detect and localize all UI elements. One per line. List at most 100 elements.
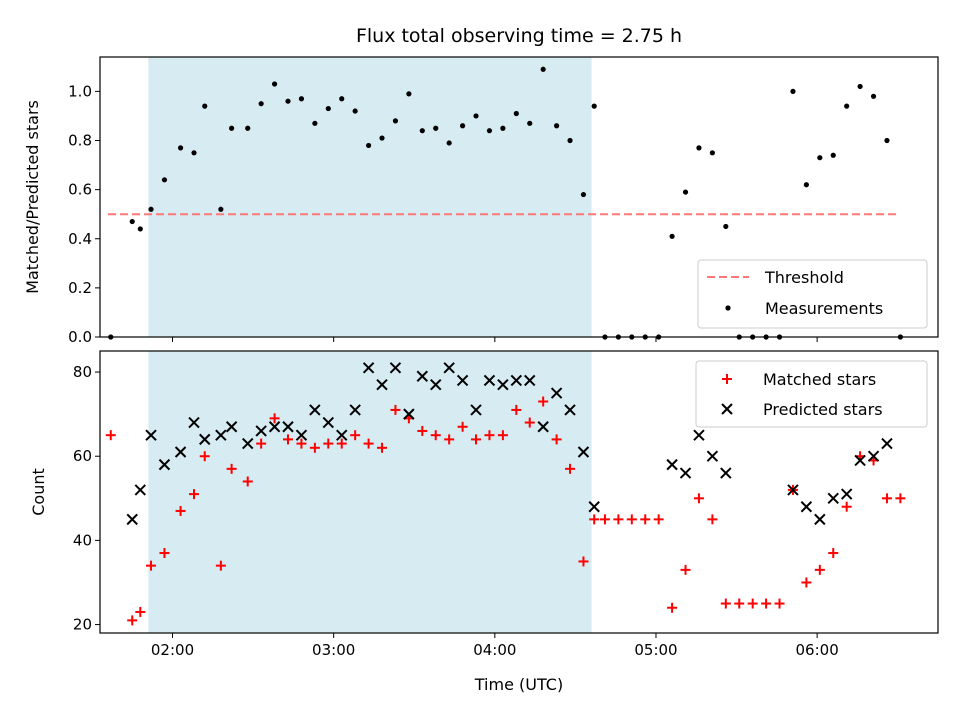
count-y-axis: 20 40 60 80 — [73, 363, 100, 634]
matched-star-point — [417, 425, 428, 436]
measurement-point — [870, 93, 877, 99]
measurement-point — [473, 113, 479, 119]
cross-stroke — [524, 374, 536, 387]
measurement-point — [218, 206, 224, 212]
matched-star-point — [895, 493, 906, 504]
matched-star-point — [841, 501, 852, 512]
ratio-y-tick-label: 0.4 — [68, 230, 92, 248]
cross-stroke — [126, 513, 138, 526]
legend-plus-marker — [722, 374, 732, 384]
matched-star-point — [881, 493, 892, 504]
legend-predicted-label: Predicted stars — [763, 400, 883, 419]
matched-star-point — [336, 438, 347, 449]
matched-star-point — [242, 476, 253, 487]
cross-stroke — [225, 421, 238, 433]
matched-star-point — [680, 564, 691, 575]
count-y-tick-label: 20 — [73, 616, 92, 634]
cross-stroke — [564, 404, 576, 416]
cross-stroke — [268, 421, 281, 433]
measurement-point — [446, 140, 452, 146]
predicted-star-point — [255, 425, 267, 437]
predicted-star-point — [588, 501, 600, 513]
predicted-star-point — [309, 404, 321, 416]
measurement-point — [709, 150, 715, 156]
matched-star-point — [269, 413, 280, 424]
predicted-star-point — [268, 421, 281, 433]
measurement-point — [285, 98, 291, 104]
cross-stroke — [720, 467, 732, 479]
matched-star-point — [801, 577, 812, 588]
cross-stroke — [362, 362, 375, 374]
matched-star-point — [524, 417, 535, 428]
predicted-star-point — [430, 378, 442, 391]
measurement-point — [365, 142, 372, 149]
count-y-tick-label: 60 — [73, 447, 92, 465]
cross-stroke — [721, 403, 733, 415]
matched-star-point — [828, 548, 839, 559]
matched-star-point — [589, 514, 600, 525]
time-x-tick-label: 03:00 — [312, 641, 355, 659]
cross-stroke — [376, 378, 388, 391]
measurement-point — [696, 145, 702, 151]
measurement-point — [486, 128, 493, 134]
matched-star-point — [578, 556, 589, 567]
predicted-star-point — [577, 446, 590, 458]
cross-stroke — [416, 370, 429, 382]
predicted-star-point — [362, 362, 375, 374]
time-x-tick-label: 05:00 — [634, 641, 677, 659]
cross-stroke — [242, 437, 254, 450]
predicted-star-point — [403, 408, 415, 420]
measurement-point — [419, 128, 425, 134]
matched-star-point — [226, 463, 237, 474]
matched-star-point — [774, 598, 785, 609]
cross-stroke — [577, 446, 590, 458]
matched-star-point — [613, 514, 624, 525]
predicted-star-point — [322, 416, 335, 429]
ratio-legend: Threshold Measurements — [697, 259, 928, 329]
measurement-point — [682, 189, 689, 195]
legend-cross-marker — [721, 403, 733, 415]
measurement-point — [339, 96, 345, 102]
matched-star-point — [309, 442, 320, 453]
cross-stroke — [389, 362, 402, 374]
matched-star-point — [565, 463, 576, 474]
measurement-point — [312, 120, 318, 126]
matched-star-point — [444, 434, 455, 445]
cross-stroke — [867, 450, 880, 462]
predicted-star-point — [443, 362, 455, 374]
predicted-star-point — [199, 433, 211, 446]
matched-star-point — [175, 505, 186, 516]
matched-star-point — [256, 438, 267, 449]
legend-predicted-swatch — [721, 403, 733, 415]
cross-stroke — [309, 404, 321, 416]
matched-star-point — [693, 493, 704, 504]
measurement-point — [271, 81, 278, 87]
predicted-star-point — [295, 429, 308, 441]
cross-stroke — [158, 458, 171, 471]
matched-star-point — [761, 598, 772, 609]
cross-stroke — [693, 429, 705, 441]
measurement-point — [817, 155, 823, 161]
matched-star-point — [734, 598, 745, 609]
predicted-star-point — [188, 416, 200, 429]
predicted-star-point — [787, 484, 799, 496]
measurement-point — [513, 110, 519, 117]
predicted-star-point — [483, 374, 496, 387]
matched-star-point — [283, 434, 294, 445]
predicted-star-point — [693, 429, 705, 441]
predicted-star-point — [800, 501, 813, 513]
measurement-point — [137, 226, 143, 232]
measurement-point — [161, 177, 168, 183]
legend-matched-swatch — [722, 374, 732, 384]
predicted-star-point — [416, 370, 429, 382]
matched-star-point — [135, 606, 146, 617]
measurement-point — [379, 135, 385, 141]
time-x-tick-label: 04:00 — [473, 641, 516, 659]
matched-star-point — [551, 434, 562, 445]
cross-stroke — [134, 484, 146, 496]
predicted-star-point — [349, 404, 361, 416]
measurement-point — [298, 96, 305, 102]
ratio-y-axis-label: Matched/Predicted stars — [23, 100, 42, 294]
legend-matched-label: Matched stars — [763, 370, 876, 389]
predicted-star-point — [470, 404, 482, 416]
